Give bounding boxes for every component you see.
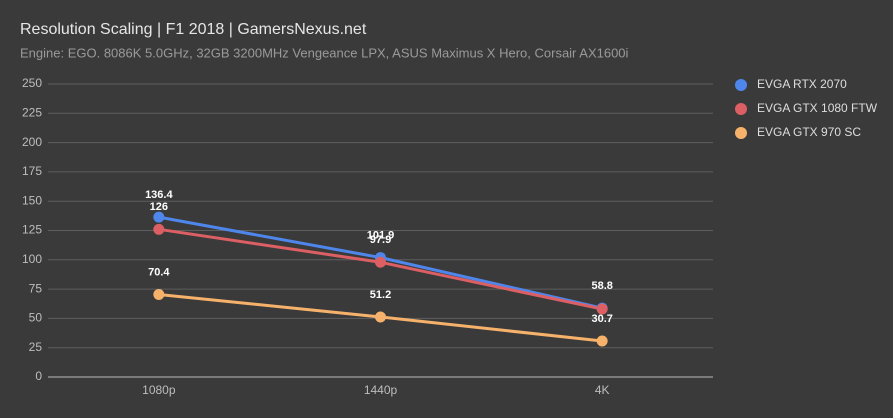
y-tick-label: 0 [35, 369, 42, 383]
x-tick-label: 1440p [364, 383, 398, 397]
legend-label: EVGA GTX 1080 FTW [757, 101, 878, 115]
x-tick-label: 4K [595, 383, 610, 397]
y-tick-label: 250 [22, 76, 42, 90]
data-label: 30.7 [591, 313, 612, 325]
y-tick-label: 175 [22, 164, 42, 178]
y-tick-label: 100 [22, 252, 42, 266]
legend-marker [735, 127, 747, 139]
data-label: 136.4 [145, 189, 173, 201]
data-point [153, 211, 165, 223]
data-point [375, 256, 386, 268]
chart-subtitle: Engine: EGO. 8086K 5.0GHz, 32GB 3200MHz … [20, 45, 629, 60]
data-label: 97.9 [370, 234, 391, 246]
y-tick-label: 50 [29, 311, 43, 325]
data-point [375, 311, 386, 323]
data-label: 58.8 [591, 280, 612, 292]
data-point [153, 223, 165, 235]
data-label: 101.9 [367, 229, 395, 241]
legend-marker [735, 79, 747, 91]
data-point [596, 335, 608, 347]
data-label: 126 [150, 201, 168, 213]
y-tick-label: 200 [22, 135, 42, 149]
legend-label: EVGA GTX 970 SC [757, 125, 861, 139]
y-tick-label: 150 [22, 193, 42, 207]
y-tick-label: 75 [29, 281, 43, 295]
chart-title: Resolution Scaling | F1 2018 | GamersNex… [20, 21, 367, 38]
data-point [596, 303, 608, 315]
y-tick-label: 225 [22, 105, 42, 119]
x-tick-label: 1080p [142, 383, 176, 397]
data-label: 70.4 [148, 266, 170, 278]
legend-label: EVGA RTX 2070 [757, 77, 847, 91]
data-point [153, 288, 165, 300]
legend-marker [735, 103, 747, 115]
y-tick-label: 125 [22, 223, 42, 237]
data-label: 51.2 [370, 289, 391, 301]
y-tick-label: 25 [29, 340, 43, 354]
